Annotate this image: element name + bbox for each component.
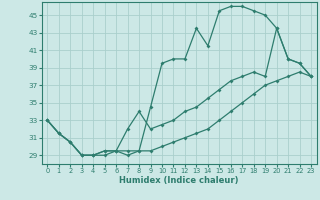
X-axis label: Humidex (Indice chaleur): Humidex (Indice chaleur) <box>119 176 239 185</box>
